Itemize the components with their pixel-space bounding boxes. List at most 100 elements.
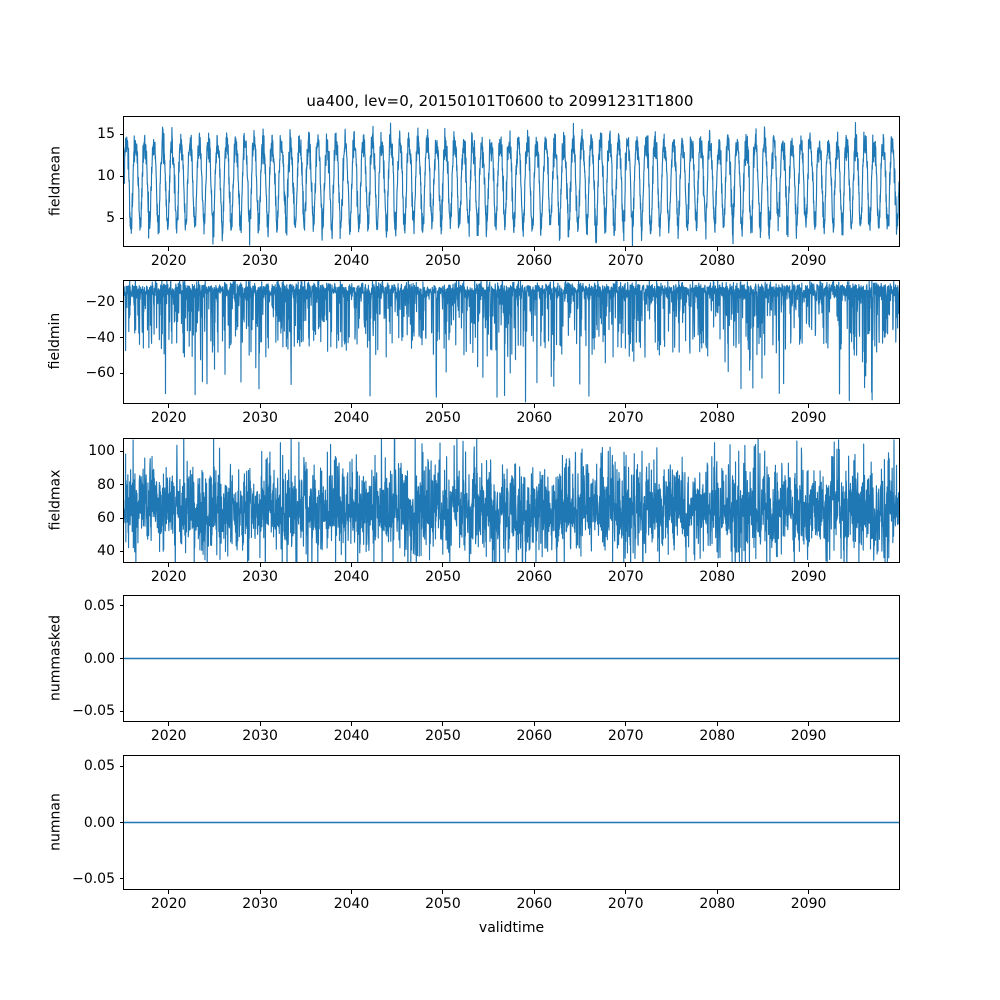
xtick-mark-numnan-3 — [442, 890, 444, 894]
xtick-label-numnan-5: 2070 — [607, 896, 644, 912]
xtick-mark-fieldmin-3 — [442, 404, 444, 408]
xtick-mark-numnan-5 — [625, 890, 627, 894]
ytick-mark-numnan-2 — [119, 878, 123, 880]
ytick-mark-fieldmax-3 — [119, 450, 123, 452]
xtick-label-fieldmax-3: 2050 — [425, 569, 461, 585]
axes-frame-fieldmin — [123, 280, 900, 404]
xtick-label-fieldmin-0: 2020 — [150, 410, 187, 426]
xtick-label-numnan-0: 2020 — [150, 896, 187, 912]
xtick-label-nummasked-6: 2080 — [699, 728, 735, 744]
xtick-label-fieldmean-7: 2090 — [790, 253, 827, 269]
ytick-label-nummasked-2: −0.05 — [72, 703, 115, 720]
xtick-label-fieldmean-5: 2070 — [607, 253, 644, 269]
xtick-label-fieldmin-7: 2090 — [790, 410, 827, 426]
xtick-mark-fieldmean-1 — [259, 247, 261, 251]
xtick-mark-fieldmax-5 — [625, 563, 627, 567]
ytick-label-nummasked-1: 0.00 — [83, 650, 115, 667]
xtick-mark-nummasked-4 — [533, 722, 535, 726]
xtick-mark-fieldmean-7 — [808, 247, 810, 251]
ytick-label-fieldmax-2: 80 — [97, 476, 115, 493]
xtick-mark-fieldmin-2 — [351, 404, 353, 408]
ytick-mark-fieldmax-0 — [119, 550, 123, 552]
xtick-label-fieldmean-2: 2040 — [333, 253, 370, 269]
data-trace-fieldmean — [124, 122, 899, 246]
subplot-fieldmax — [123, 438, 900, 563]
data-trace-nummasked — [124, 657, 899, 660]
xtick-mark-fieldmax-4 — [533, 563, 535, 567]
xtick-label-numnan-7: 2090 — [790, 896, 827, 912]
xtick-label-fieldmin-3: 2050 — [425, 410, 461, 426]
xtick-mark-numnan-0 — [168, 890, 170, 894]
xtick-mark-fieldmax-2 — [351, 563, 353, 567]
ytick-mark-fieldmean-1 — [119, 175, 123, 177]
xtick-label-fieldmin-6: 2080 — [699, 410, 735, 426]
xtick-mark-fieldmean-3 — [442, 247, 444, 251]
subplot-fieldmin — [123, 280, 900, 404]
xtick-mark-fieldmin-0 — [168, 404, 170, 408]
xtick-label-fieldmax-6: 2080 — [699, 569, 735, 585]
xtick-mark-nummasked-7 — [808, 722, 810, 726]
xtick-mark-nummasked-1 — [259, 722, 261, 726]
xtick-mark-fieldmin-7 — [808, 404, 810, 408]
ytick-mark-fieldmin-2 — [119, 372, 123, 374]
axes-frame-nummasked — [123, 595, 900, 722]
ytick-mark-fieldmax-2 — [119, 484, 123, 486]
xtick-label-fieldmax-7: 2090 — [790, 569, 827, 585]
xtick-mark-fieldmax-0 — [168, 563, 170, 567]
ytick-label-fieldmax-3: 100 — [88, 443, 115, 460]
xtick-label-fieldmax-4: 2060 — [516, 569, 553, 585]
xtick-label-fieldmin-2: 2040 — [333, 410, 370, 426]
subplot-numnan — [123, 755, 900, 890]
ytick-label-fieldmean-0: 5 — [106, 210, 115, 227]
xtick-mark-numnan-4 — [533, 890, 535, 894]
xtick-label-fieldmin-4: 2060 — [516, 410, 553, 426]
xtick-label-fieldmean-1: 2030 — [242, 253, 278, 269]
xtick-label-numnan-1: 2030 — [242, 896, 278, 912]
xtick-label-fieldmean-0: 2020 — [150, 253, 187, 269]
xtick-label-fieldmax-5: 2070 — [607, 569, 644, 585]
xtick-label-nummasked-7: 2090 — [790, 728, 827, 744]
xtick-mark-numnan-2 — [351, 890, 353, 894]
ytick-mark-fieldmax-1 — [119, 517, 123, 519]
xtick-label-fieldmax-1: 2030 — [242, 569, 278, 585]
xtick-label-numnan-4: 2060 — [516, 896, 553, 912]
xtick-mark-fieldmean-4 — [533, 247, 535, 251]
ytick-mark-fieldmean-2 — [119, 133, 123, 136]
data-trace-fieldmax — [124, 439, 899, 562]
xtick-mark-fieldmax-3 — [442, 563, 444, 567]
xtick-mark-fieldmin-6 — [716, 404, 718, 408]
subplot-nummasked — [123, 595, 900, 722]
xtick-label-nummasked-5: 2070 — [607, 728, 644, 744]
ytick-mark-nummasked-0 — [119, 605, 123, 607]
axes-frame-fieldmax — [123, 438, 900, 563]
xtick-mark-fieldmin-5 — [625, 404, 627, 408]
axes-frame-numnan — [123, 755, 900, 890]
xtick-mark-nummasked-5 — [625, 722, 627, 726]
ytick-mark-nummasked-1 — [119, 658, 123, 660]
data-trace-numnan — [124, 821, 899, 824]
xtick-mark-numnan-6 — [716, 890, 718, 894]
xtick-mark-fieldmax-1 — [259, 563, 261, 567]
xtick-mark-fieldmean-2 — [351, 247, 353, 251]
xtick-label-nummasked-3: 2050 — [425, 728, 461, 744]
xlabel-validtime: validtime — [478, 920, 545, 936]
xtick-label-fieldmin-5: 2070 — [607, 410, 644, 426]
ytick-label-numnan-0: 0.05 — [83, 758, 115, 775]
ytick-label-fieldmean-2: 15 — [97, 126, 115, 143]
axes-frame-fieldmean — [123, 116, 900, 247]
ytick-mark-numnan-0 — [119, 765, 123, 767]
xtick-mark-fieldmean-6 — [716, 247, 718, 251]
ytick-label-numnan-1: 0.00 — [83, 814, 115, 831]
ytick-label-fieldmin-1: −40 — [85, 329, 115, 346]
xtick-label-fieldmin-1: 2030 — [242, 410, 278, 426]
xtick-label-fieldmean-4: 2060 — [516, 253, 553, 269]
ytick-mark-fieldmin-1 — [119, 337, 123, 339]
ytick-label-nummasked-0: 0.05 — [83, 597, 115, 614]
xtick-label-numnan-3: 2050 — [425, 896, 461, 912]
subplot-fieldmean — [123, 116, 900, 247]
ytick-label-fieldmax-1: 60 — [97, 510, 115, 526]
xtick-mark-fieldmean-5 — [625, 247, 627, 251]
xtick-mark-nummasked-2 — [351, 722, 353, 726]
xtick-label-nummasked-2: 2040 — [333, 728, 370, 744]
